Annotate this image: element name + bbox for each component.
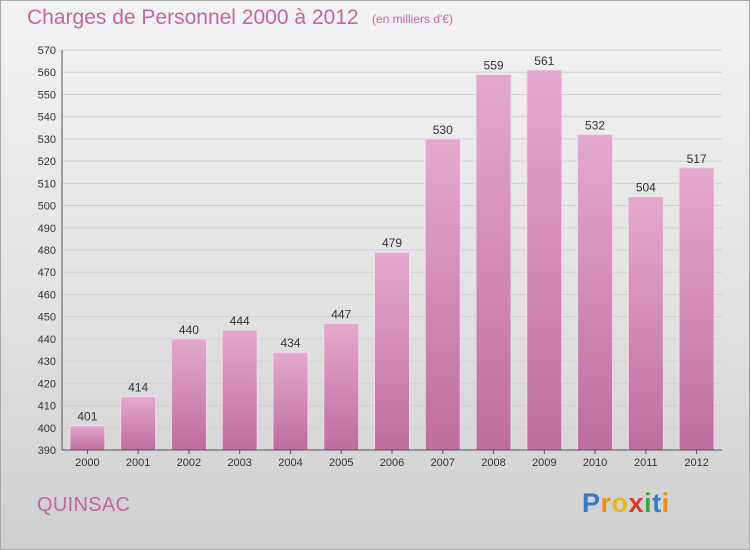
bar — [627, 196, 664, 451]
y-tick-label: 550 — [38, 89, 56, 101]
bar — [170, 338, 207, 451]
y-tick-label: 430 — [38, 356, 56, 368]
x-tick-label: 2006 — [380, 457, 404, 469]
y-tick-label: 500 — [38, 201, 56, 213]
y-tick-label: 440 — [38, 334, 56, 346]
data-label: 447 — [331, 307, 351, 321]
data-label: 517 — [687, 152, 707, 166]
proxiti-logo[interactable]: Proxiti — [582, 488, 670, 519]
x-tick-label: 2004 — [278, 457, 302, 469]
bar — [272, 351, 309, 451]
y-tick-label: 530 — [38, 134, 56, 146]
y-tick-label: 410 — [38, 401, 56, 413]
bar — [323, 322, 360, 451]
logo-letter: r — [600, 488, 612, 518]
logo-letter: i — [644, 488, 653, 518]
bars: 401 414 440 444 434 447 479 530 559 561 532 504 517 — [69, 54, 715, 451]
axes: 390 400 410 420 430 440 450 460 470 480 490 500 510 5… — [38, 45, 722, 469]
data-label: 532 — [585, 118, 605, 132]
commune-name: QUINSAC — [37, 494, 131, 516]
logo-letter: x — [628, 488, 645, 518]
y-tick-label: 390 — [38, 445, 56, 457]
data-label: 559 — [484, 58, 504, 72]
y-tick-label: 400 — [38, 423, 56, 435]
x-tick-label: 2002 — [177, 457, 201, 469]
y-tick-label: 510 — [38, 178, 56, 190]
data-label: 401 — [77, 410, 97, 424]
data-label: 444 — [230, 314, 250, 328]
x-tick-label: 2011 — [634, 457, 658, 469]
x-tick-label: 2001 — [126, 457, 150, 469]
bar — [221, 329, 258, 451]
y-tick-label: 480 — [38, 245, 56, 257]
data-label: 530 — [433, 123, 453, 137]
x-tick-label: 2008 — [481, 457, 505, 469]
bar — [374, 251, 410, 451]
x-tick-label: 2007 — [431, 457, 455, 469]
y-tick-label: 450 — [38, 312, 56, 324]
y-tick-label: 470 — [38, 267, 56, 279]
logo-letter: i — [661, 488, 670, 518]
bar — [678, 167, 715, 451]
bar — [475, 73, 512, 451]
bar — [69, 425, 106, 451]
y-tick-label: 560 — [38, 67, 56, 79]
x-tick-label: 2000 — [75, 457, 99, 469]
logo-letter: o — [611, 488, 629, 518]
chart-title: Charges de Personnel 2000 à 2012 — [27, 6, 359, 29]
data-label: 440 — [179, 323, 199, 337]
x-tick-label: 2012 — [684, 457, 708, 469]
data-label: 414 — [128, 381, 148, 395]
data-label: 561 — [534, 54, 554, 68]
bar — [577, 133, 614, 451]
data-label: 504 — [636, 181, 656, 195]
logo-letter: t — [652, 488, 662, 518]
y-tick-label: 520 — [38, 156, 56, 168]
data-label: 479 — [382, 236, 402, 250]
y-tick-label: 420 — [38, 378, 56, 390]
logo-letter: P — [582, 488, 601, 518]
data-label: 434 — [280, 336, 300, 350]
bar — [424, 138, 461, 451]
bar — [526, 69, 563, 451]
x-tick-label: 2005 — [329, 457, 353, 469]
x-tick-label: 2003 — [227, 457, 251, 469]
y-tick-label: 460 — [38, 289, 56, 301]
x-tick-label: 2010 — [583, 457, 607, 469]
x-tick-label: 2009 — [532, 457, 556, 469]
chart-subtitle: (en milliers d'€) — [372, 12, 453, 26]
bar — [120, 396, 157, 451]
y-tick-label: 540 — [38, 112, 56, 124]
y-tick-label: 570 — [38, 45, 56, 57]
y-tick-label: 490 — [38, 223, 56, 235]
